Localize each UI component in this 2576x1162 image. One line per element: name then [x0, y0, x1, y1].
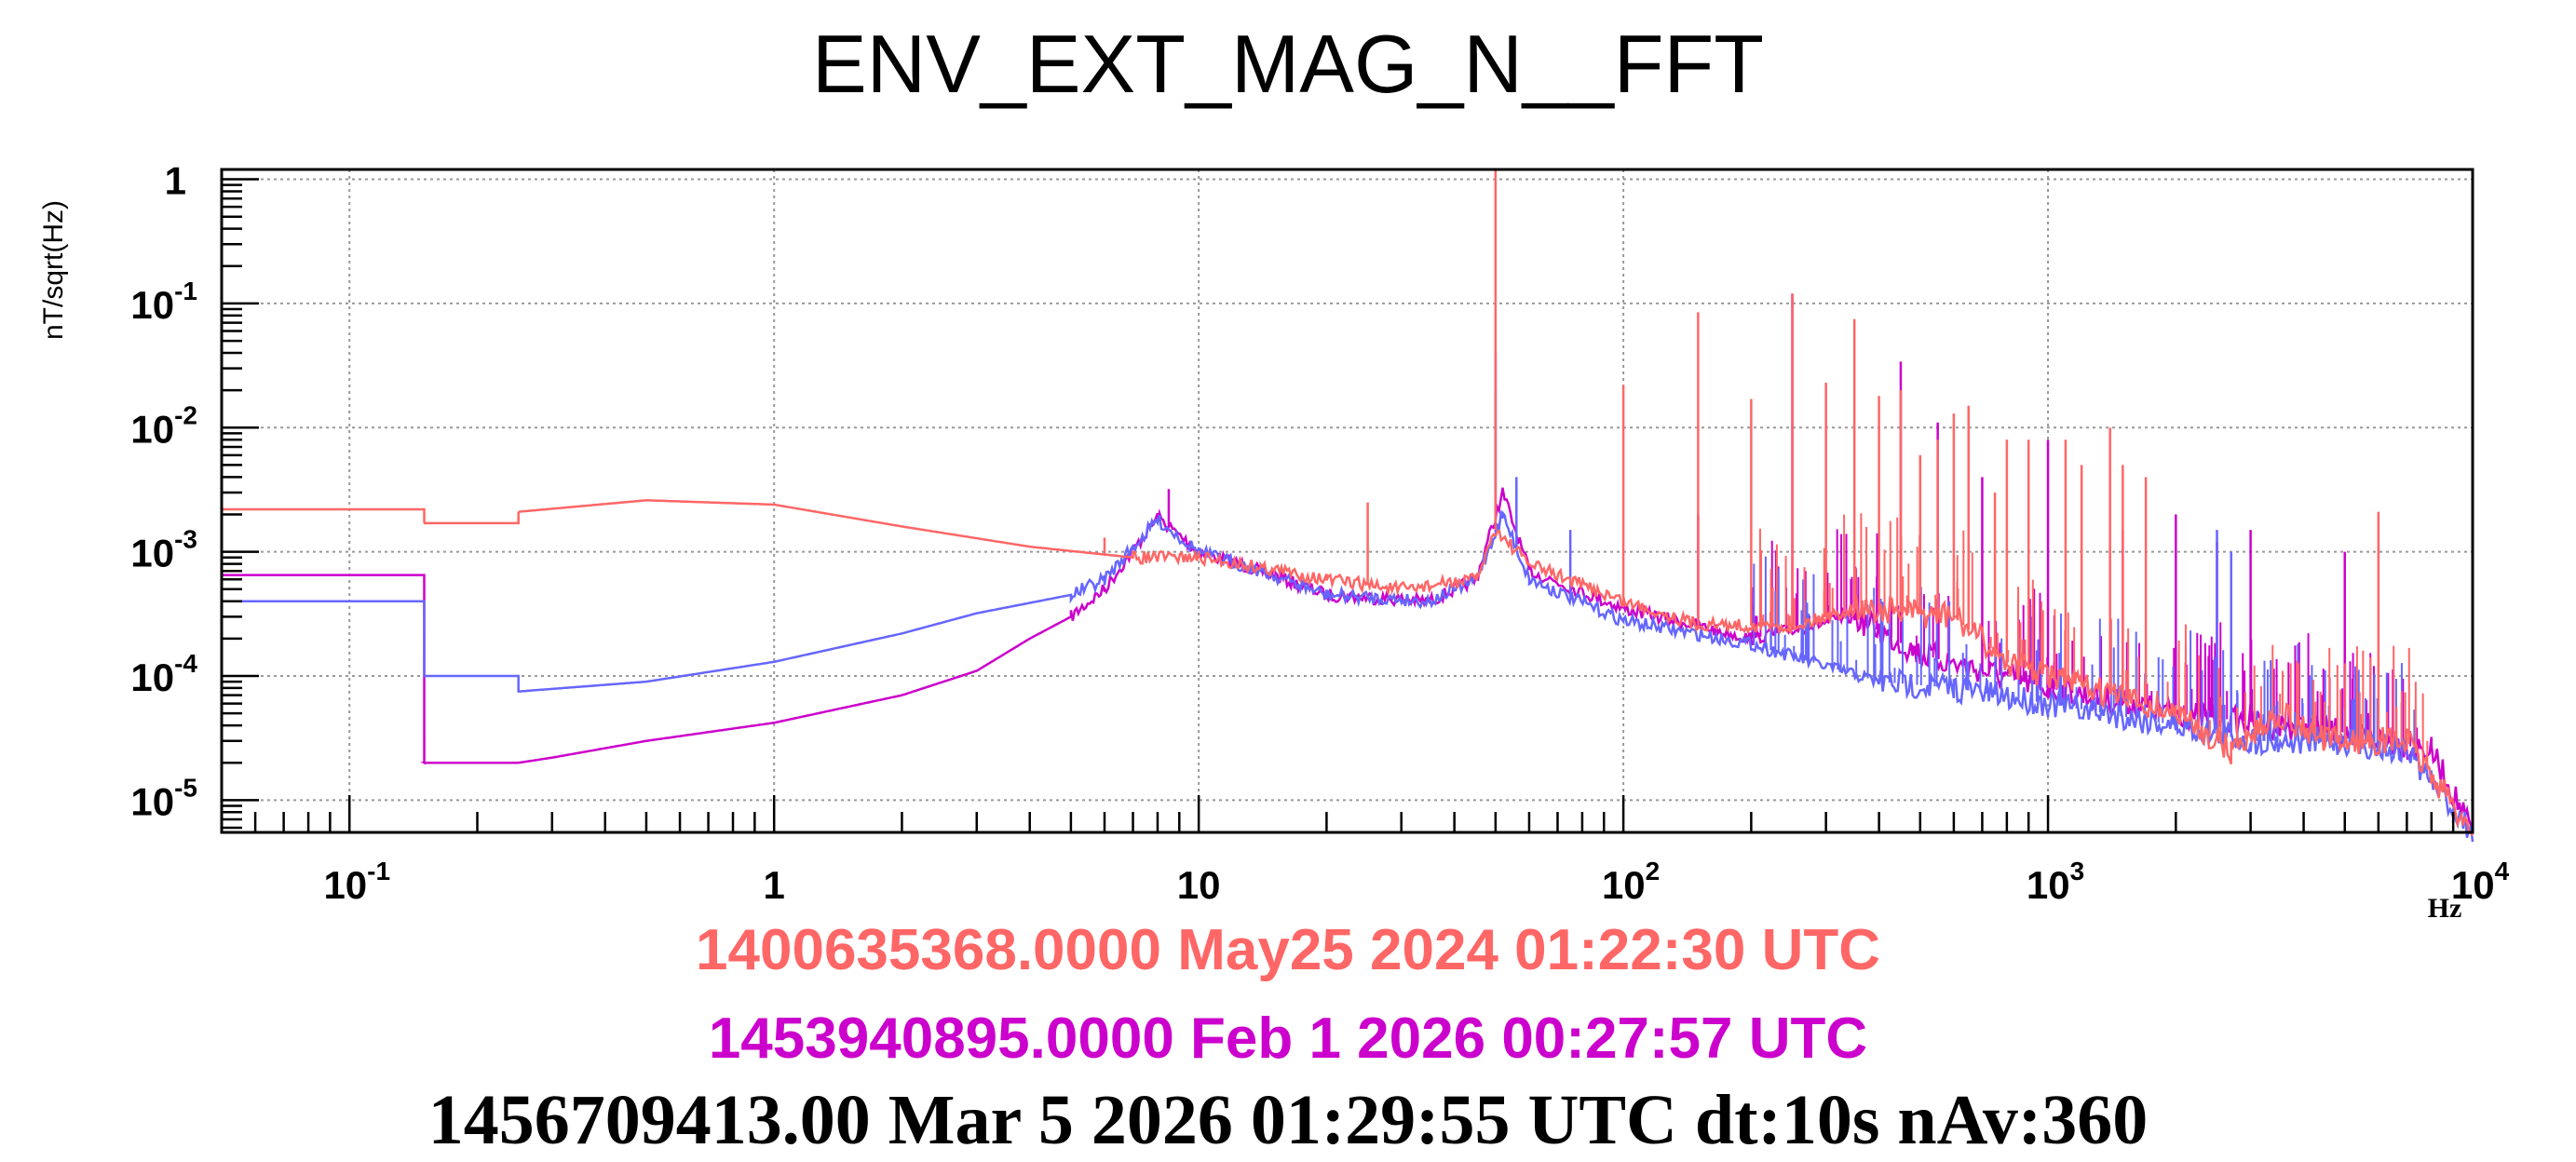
series-line — [222, 487, 2474, 829]
x-tick-label: 1 — [764, 863, 785, 907]
tick-label-exponent: 3 — [2070, 857, 2085, 885]
y-tick-label: 10-4 — [130, 649, 197, 699]
tick-label-base: 10 — [323, 863, 367, 907]
tick-label-base: 10 — [130, 655, 174, 699]
tick-label-exponent: -2 — [174, 400, 197, 429]
tick-label-base: 10 — [2451, 863, 2495, 907]
y-tick-label: 10-3 — [130, 525, 197, 575]
tick-label-exponent: -1 — [174, 277, 197, 305]
tick-label-base: 10 — [130, 532, 174, 575]
tick-label-exponent: 4 — [2495, 857, 2510, 885]
x-tick-label: 10 — [1177, 863, 1221, 907]
tick-label-exponent: -4 — [174, 649, 197, 678]
tick-label-base: 10 — [130, 779, 174, 823]
tick-label-exponent: 2 — [1646, 857, 1661, 885]
tick-label-exponent: -1 — [367, 857, 390, 885]
tick-label-base: 10 — [130, 407, 174, 451]
tick-label-base: 10 — [2027, 863, 2070, 907]
series-1 — [222, 390, 2474, 843]
x-tick-label: 102 — [1602, 857, 1660, 907]
series-line — [222, 509, 2474, 843]
tick-label-exponent: -5 — [174, 773, 197, 802]
tick-label-base: 10 — [1177, 863, 1221, 907]
tick-label-base: 10 — [1602, 863, 1646, 907]
chart-title: ENV_EXT_MAG_N__FFT — [811, 18, 1765, 110]
y-tick-label: 1 — [165, 159, 186, 203]
tick-label-base: 1 — [165, 159, 186, 203]
plot-frame — [220, 168, 2474, 834]
legend-reference-red: 1400635368.0000 May25 2024 01:22:30 UTC — [696, 918, 1880, 982]
x-tick-label: 10-1 — [323, 857, 390, 907]
y-tick-label: 10-2 — [130, 400, 197, 451]
series-line — [222, 499, 2474, 837]
tick-label-base: 10 — [130, 283, 174, 327]
x-axis-label: Hz — [2428, 893, 2462, 924]
series-0 — [222, 293, 2474, 829]
series-2 — [222, 169, 2474, 837]
y-tick-label: 10-1 — [130, 277, 197, 327]
x-tick-label: 104 — [2451, 857, 2510, 907]
legend-reference-magenta: 1453940895.0000 Feb 1 2026 00:27:57 UTC — [708, 1007, 1868, 1071]
tick-label-base: 1 — [764, 863, 785, 907]
legend-current-trace: 1456709413.00 Mar 5 2026 01:29:55 UTC dt… — [427, 1081, 2149, 1159]
tick-label-exponent: -3 — [174, 525, 197, 554]
x-tick-label: 103 — [2027, 857, 2084, 907]
y-tick-label: 10-5 — [130, 773, 197, 823]
